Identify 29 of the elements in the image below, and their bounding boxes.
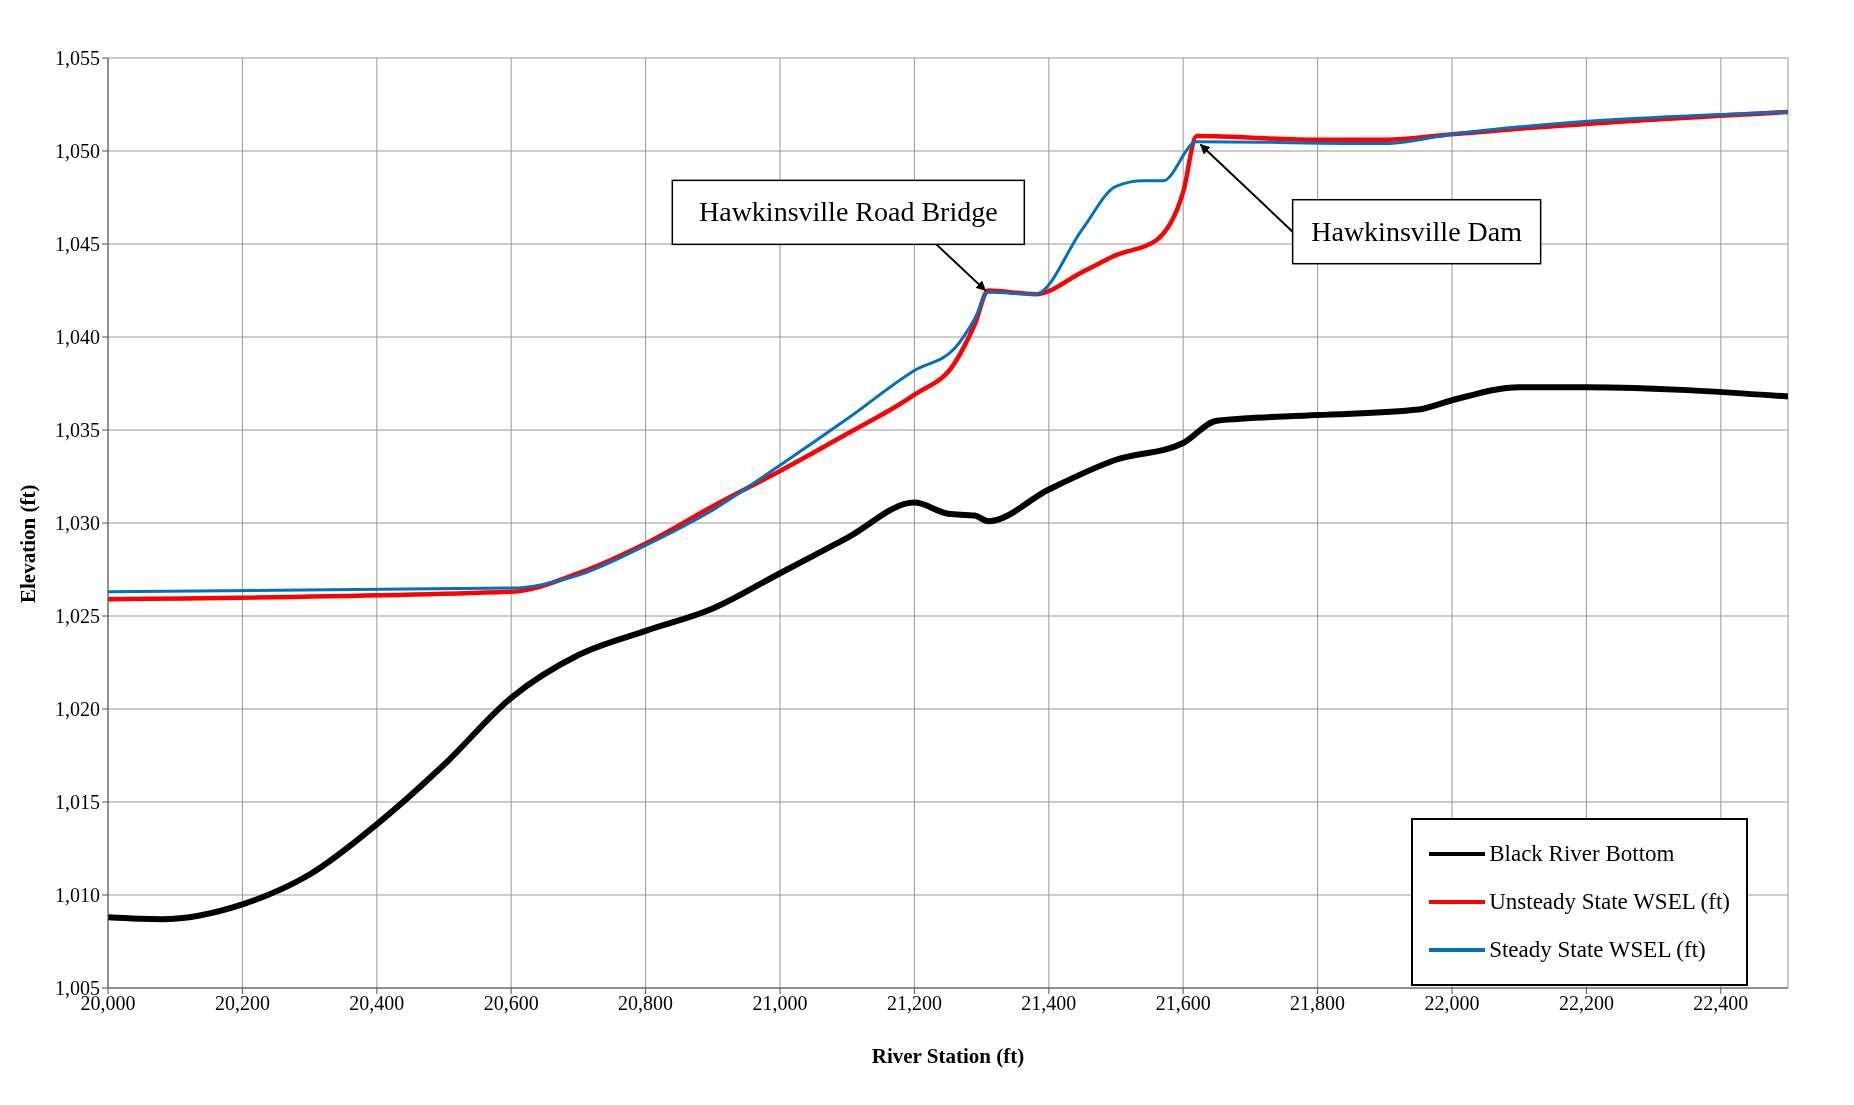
y-tick-label: 1,010 bbox=[55, 884, 100, 907]
x-tick-label: 22,400 bbox=[1693, 992, 1749, 1015]
x-tick-label: 21,200 bbox=[886, 992, 942, 1015]
x-tick-label: 22,000 bbox=[1424, 992, 1480, 1015]
x-tick-label: 20,400 bbox=[349, 992, 405, 1015]
legend-label: Black River Bottom bbox=[1489, 841, 1675, 867]
x-tick-label: 21,000 bbox=[752, 992, 808, 1015]
y-tick-label: 1,030 bbox=[55, 512, 100, 535]
y-tick-label: 1,040 bbox=[55, 326, 100, 349]
y-axis-title: Elevation (ft) bbox=[16, 484, 41, 603]
annotation: Hawkinsville Road Bridge bbox=[699, 196, 998, 228]
legend-label: Unsteady State WSEL (ft) bbox=[1489, 889, 1730, 915]
y-tick-label: 1,050 bbox=[55, 140, 100, 163]
x-tick-label: 20,800 bbox=[618, 992, 674, 1015]
y-tick-label: 1,035 bbox=[55, 419, 100, 442]
y-tick-label: 1,025 bbox=[55, 605, 100, 628]
legend-label: Steady State WSEL (ft) bbox=[1489, 937, 1706, 963]
y-tick-label: 1,055 bbox=[55, 47, 100, 70]
x-tick-label: 20,200 bbox=[214, 992, 270, 1015]
x-tick-label: 20,600 bbox=[483, 992, 539, 1015]
x-tick-label: 21,600 bbox=[1155, 992, 1211, 1015]
x-tick-label: 21,800 bbox=[1290, 992, 1346, 1015]
y-tick-label: 1,045 bbox=[55, 233, 100, 256]
y-tick-label: 1,020 bbox=[55, 698, 100, 721]
x-tick-label: 22,200 bbox=[1558, 992, 1614, 1015]
x-tick-label: 21,400 bbox=[1021, 992, 1077, 1015]
annotation: Hawkinsville Dam bbox=[1311, 215, 1523, 247]
y-tick-label: 1,015 bbox=[55, 791, 100, 814]
x-axis-title: River Station (ft) bbox=[871, 1044, 1025, 1068]
